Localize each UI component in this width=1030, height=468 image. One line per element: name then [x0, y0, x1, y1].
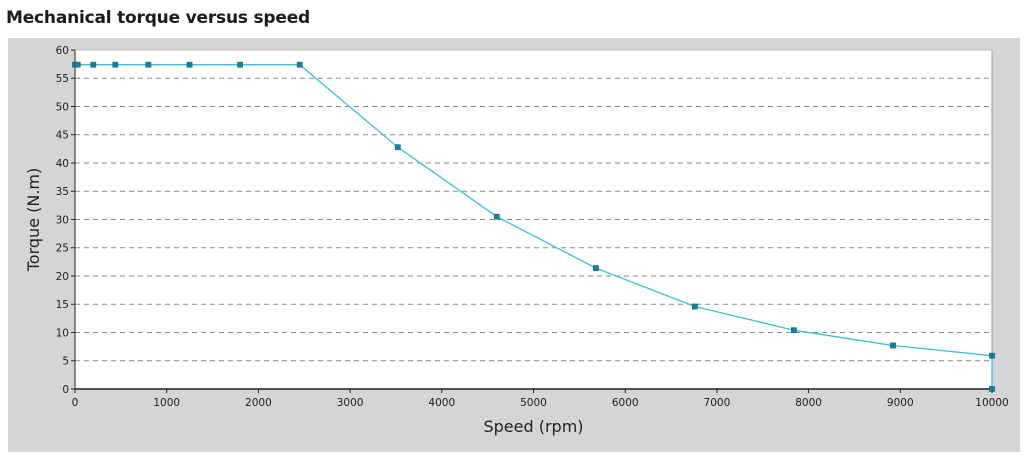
torque-speed-chart: 0 5 10 15 20 25 30 35 40 45 50 55 60 0 1000 2000 3000 400… — [24, 45, 1009, 436]
x-tick-label: 7000 — [704, 397, 731, 409]
y-tick-label: 20 — [56, 271, 69, 283]
x-tick-label: 1000 — [153, 397, 180, 409]
x-tick-label: 3000 — [337, 397, 364, 409]
data-point — [989, 352, 995, 359]
data-point — [692, 303, 698, 310]
y-tick-label: 45 — [56, 130, 69, 142]
data-point — [90, 61, 97, 68]
x-axis-title: Speed (rpm) — [483, 417, 583, 436]
x-tick-label: 10000 — [975, 397, 1008, 409]
x-tick-label: 4000 — [428, 397, 455, 409]
y-tick-label: 5 — [62, 356, 69, 368]
data-point — [989, 386, 995, 392]
data-point — [112, 61, 119, 68]
plot-area — [75, 50, 992, 389]
x-tick-label: 0 — [72, 397, 79, 409]
data-point — [890, 342, 896, 349]
x-tick-label: 2000 — [245, 397, 272, 409]
series-line — [75, 64, 993, 389]
y-tick-label: 0 — [62, 384, 69, 396]
x-tick-label: 5000 — [520, 397, 547, 409]
data-point — [791, 327, 797, 334]
y-tick-label: 50 — [56, 101, 69, 113]
x-tick-label: 8000 — [795, 397, 822, 409]
x-tick-label: 6000 — [612, 397, 639, 409]
y-tick-label: 40 — [56, 158, 69, 170]
y-tick-label: 35 — [56, 186, 69, 198]
x-tick-label: 9000 — [887, 397, 914, 409]
data-point — [296, 61, 303, 68]
chart-title: Mechanical torque versus speed — [6, 8, 311, 28]
data-point — [186, 61, 193, 68]
y-tick-label: 55 — [56, 73, 69, 85]
y-axis-title: Torque (N.m) — [24, 168, 43, 273]
data-point — [237, 61, 243, 68]
y-tick-label: 30 — [56, 214, 69, 226]
y-tick-label: 25 — [56, 243, 69, 255]
data-point — [493, 213, 500, 220]
data-point — [593, 265, 599, 271]
y-tick-label: 10 — [56, 327, 69, 339]
y-tick-label: 60 — [56, 45, 69, 57]
data-point — [74, 61, 81, 68]
data-point — [145, 61, 152, 68]
y-tick-label: 15 — [56, 299, 69, 311]
data-point — [394, 144, 401, 151]
chart-panel: 0 5 10 15 20 25 30 35 40 45 50 55 60 0 1000 2000 3000 400… — [8, 38, 1020, 452]
